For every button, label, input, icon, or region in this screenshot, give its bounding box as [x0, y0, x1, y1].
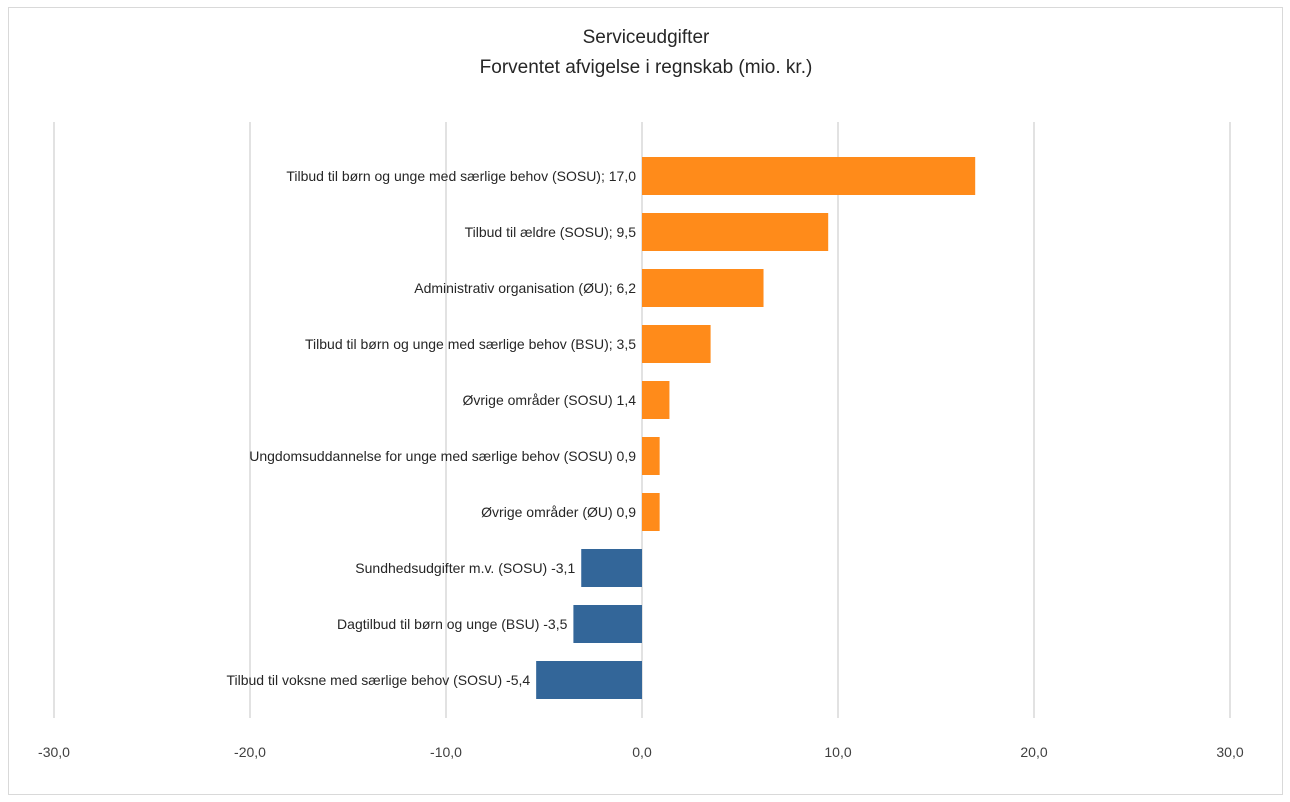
bars [536, 157, 976, 699]
bar-label: Tilbud til voksne med særlige behov (SOS… [226, 672, 530, 688]
gridlines [53, 122, 1231, 718]
bar [642, 213, 829, 251]
bar-label: Øvrige områder (ØU) 0,9 [481, 504, 636, 520]
bar-label: Administrativ organisation (ØU); 6,2 [414, 280, 636, 296]
x-tick-label: 10,0 [824, 744, 851, 760]
bar [642, 437, 660, 475]
bar-label: Tilbud til børn og unge med særlige beho… [305, 336, 636, 352]
bar-label: Tilbud til børn og unge med særlige beho… [286, 168, 636, 184]
chart-subtitle: Forventet afvigelse i regnskab (mio. kr.… [480, 57, 813, 78]
x-tick-label: -20,0 [234, 744, 266, 760]
bar [536, 661, 642, 699]
bar [642, 381, 670, 419]
x-tick-label: 20,0 [1020, 744, 1047, 760]
x-tick-label: 30,0 [1216, 744, 1243, 760]
x-tick-label: -30,0 [38, 744, 70, 760]
bar [573, 605, 642, 643]
bar [581, 549, 642, 587]
x-tick-label: -10,0 [430, 744, 462, 760]
bar-label: Øvrige områder (SOSU) 1,4 [463, 392, 637, 408]
category-labels: Tilbud til børn og unge med særlige beho… [226, 168, 636, 688]
bar [642, 269, 764, 307]
bar-label: Ungdomsuddannelse for unge med særlige b… [249, 448, 636, 464]
bar-label: Dagtilbud til børn og unge (BSU) -3,5 [337, 616, 568, 632]
bar-label: Sundhedsudgifter m.v. (SOSU) -3,1 [355, 560, 575, 576]
bar [642, 157, 976, 195]
bar [642, 325, 711, 363]
bar [642, 493, 660, 531]
chart-title: Serviceudgifter [583, 27, 710, 48]
bar-label: Tilbud til ældre (SOSU); 9,5 [465, 224, 637, 240]
x-axis-ticks: -30,0 -20,0 -10,0 0,0 10,0 20,0 30,0 [38, 744, 1244, 760]
x-tick-label: 0,0 [632, 744, 652, 760]
